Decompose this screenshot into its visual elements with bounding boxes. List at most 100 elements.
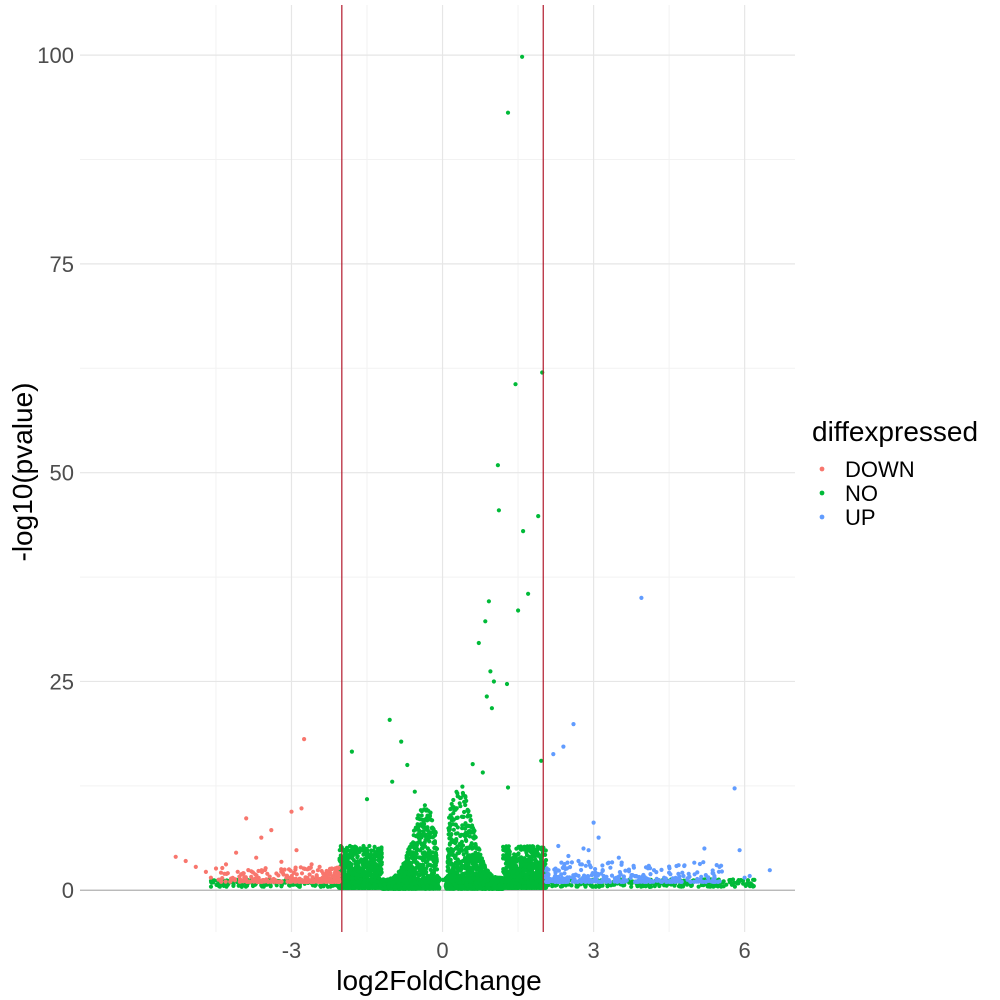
point-no <box>502 847 507 852</box>
point-no <box>489 873 494 878</box>
point-no <box>452 882 457 887</box>
point-no <box>528 844 533 850</box>
point-no <box>407 846 412 851</box>
point-no <box>384 878 389 883</box>
point-no <box>344 875 349 880</box>
point-no <box>706 884 712 889</box>
point-no <box>453 822 458 827</box>
point-no <box>372 858 377 863</box>
point-no <box>460 784 465 789</box>
point-no <box>431 840 436 845</box>
point-no <box>465 858 470 863</box>
point-no <box>422 803 427 808</box>
point-no <box>416 827 421 832</box>
point-no <box>455 870 460 875</box>
point-no <box>372 844 377 850</box>
point-no <box>355 879 360 884</box>
point-no <box>221 883 226 889</box>
point-no <box>727 878 732 883</box>
point-no <box>344 847 349 853</box>
point-no <box>473 843 478 848</box>
point-no <box>499 878 504 883</box>
point-no <box>451 870 456 875</box>
point-no <box>546 883 551 888</box>
point-no <box>428 867 433 873</box>
point-no <box>344 858 349 863</box>
point-no <box>664 883 669 888</box>
point-no <box>382 882 387 887</box>
point-no <box>407 867 412 873</box>
point-no <box>369 878 374 883</box>
point-no <box>468 883 473 888</box>
point-no <box>424 808 429 813</box>
point-no <box>395 884 401 889</box>
point-no <box>528 871 534 876</box>
point-no <box>539 854 544 860</box>
point-no <box>729 881 735 886</box>
point-no <box>451 817 456 822</box>
point-no <box>378 883 383 888</box>
point-no <box>296 884 302 889</box>
point-no <box>543 861 548 867</box>
point-no <box>473 881 478 886</box>
point-no <box>652 884 657 889</box>
point-no <box>215 882 220 888</box>
point-no <box>543 848 548 853</box>
point-no <box>431 856 436 861</box>
point-no <box>465 833 470 838</box>
point-no <box>743 882 748 887</box>
point-no <box>532 852 537 857</box>
point-no <box>629 884 634 889</box>
point-no <box>455 851 460 856</box>
point-no <box>448 813 453 818</box>
point-no <box>370 861 375 866</box>
point-no <box>353 866 358 871</box>
point-no <box>401 866 406 871</box>
point-no <box>260 884 265 889</box>
point-no <box>420 817 425 823</box>
point-no <box>507 869 512 874</box>
point-no <box>501 869 506 875</box>
point-no <box>458 884 463 889</box>
point-no <box>479 874 484 879</box>
point-no <box>431 881 436 886</box>
point-no <box>451 827 456 832</box>
point-no <box>418 855 423 861</box>
point-no <box>394 878 399 883</box>
point-no <box>455 866 460 872</box>
point-no <box>518 856 523 861</box>
point-no <box>352 879 357 885</box>
point-no <box>416 835 421 840</box>
point-no <box>534 849 540 854</box>
point-no <box>751 884 756 889</box>
point-no <box>531 861 536 866</box>
point-no <box>509 881 514 886</box>
point-no <box>536 883 541 889</box>
point-no <box>715 884 721 889</box>
point-no <box>423 879 428 884</box>
point-no <box>423 871 428 876</box>
point-no <box>432 845 437 851</box>
point-no <box>503 852 509 858</box>
point-no <box>494 879 499 884</box>
point-no <box>533 874 538 879</box>
point-no <box>445 868 450 873</box>
point-no <box>419 842 424 847</box>
point-no <box>522 884 527 889</box>
point-no <box>463 826 468 831</box>
point-no <box>369 858 374 863</box>
point-no <box>521 870 526 875</box>
point-no <box>730 877 736 882</box>
point-no <box>427 835 432 840</box>
point-no <box>461 871 466 877</box>
point-no <box>437 877 442 882</box>
point-no <box>458 833 463 839</box>
point-no <box>419 872 424 877</box>
point-no <box>395 873 400 878</box>
point-no <box>449 832 454 837</box>
point-no <box>378 855 383 860</box>
point-no <box>523 858 528 863</box>
point-no <box>409 842 414 847</box>
point-no <box>350 876 355 881</box>
point-no <box>425 884 430 889</box>
